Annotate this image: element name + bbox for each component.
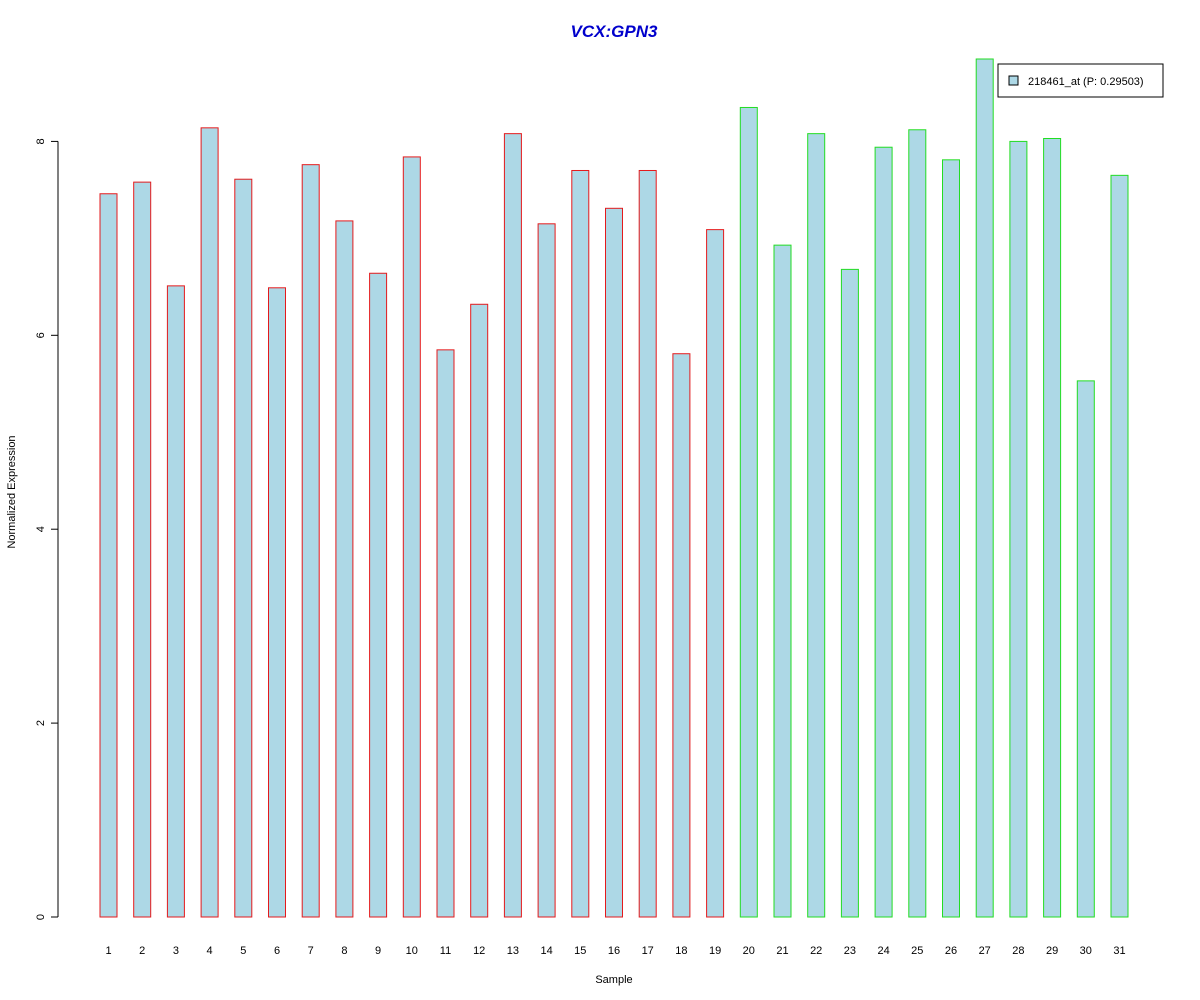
x-tick-label: 29: [1046, 945, 1058, 957]
bar-sample-19: [706, 229, 725, 918]
x-tick-label: 13: [507, 945, 519, 957]
bar-sample-3: [166, 285, 185, 918]
y-tick-label: 6: [35, 332, 47, 338]
y-axis-label: Normalized Expression: [6, 435, 18, 548]
x-tick-label: 21: [776, 945, 788, 957]
x-tick-label: 11: [440, 945, 451, 957]
x-axis-label: Sample: [595, 974, 632, 986]
x-tick-label: 1: [105, 945, 111, 957]
bar-sample-11: [436, 349, 455, 918]
x-tick-label: 2: [139, 945, 145, 957]
x-tick-label: 12: [473, 945, 485, 957]
x-tick-label: 3: [173, 945, 179, 957]
bar-sample-29: [1043, 137, 1062, 918]
x-tick-label: 24: [877, 945, 889, 957]
x-tick-label: 5: [240, 945, 246, 957]
bar-sample-31: [1110, 174, 1129, 918]
bar-sample-18: [672, 353, 691, 918]
bar-sample-7: [301, 164, 320, 918]
bar-sample-14: [537, 223, 556, 918]
bar-sample-21: [773, 244, 792, 918]
x-tick-label: 16: [608, 945, 620, 957]
bar-sample-17: [638, 169, 657, 918]
bar-sample-1: [99, 193, 118, 918]
x-tick-label: 18: [675, 945, 687, 957]
x-tick-label: 31: [1113, 945, 1125, 957]
bar-sample-12: [470, 303, 489, 918]
bar-sample-5: [234, 178, 253, 918]
bar-sample-13: [503, 133, 522, 918]
chart-title: VCX:GPN3: [571, 22, 658, 41]
y-tick-label: 8: [35, 138, 47, 144]
x-tick-label: 27: [979, 945, 991, 957]
legend-label: 218461_at (P: 0.29503): [1028, 76, 1144, 88]
y-tick-label: 4: [35, 526, 47, 532]
x-tick-labels: 1 2 3 4 5 6 7 8 9 10 11 12 13 14 15 16 17 18 19 20 21 22 23 24 2…: [105, 945, 1125, 957]
x-tick-label: 8: [341, 945, 347, 957]
x-tick-label: 4: [207, 945, 213, 957]
y-tick-label: 2: [35, 720, 47, 726]
bar-sample-27: [975, 58, 994, 918]
y-axis: 0 2 4 6 8: [35, 138, 59, 920]
bar-sample-23: [840, 268, 859, 918]
bar-sample-8: [335, 220, 354, 918]
legend-box: [997, 63, 1164, 98]
bar-sample-20: [739, 106, 758, 918]
x-tick-label: 25: [911, 945, 923, 957]
x-tick-label: 28: [1012, 945, 1024, 957]
bar-sample-26: [942, 159, 960, 918]
legend-swatch: [1008, 75, 1019, 86]
x-tick-label: 7: [308, 945, 314, 957]
legend: 218461_at (P: 0.29503): [997, 63, 1164, 98]
bar-sample-15: [571, 169, 590, 918]
bar-sample-24: [874, 146, 893, 918]
bar-sample-9: [369, 272, 388, 918]
x-tick-label: 9: [375, 945, 381, 957]
bar-sample-28: [1009, 140, 1028, 918]
x-tick-label: 26: [945, 945, 957, 957]
x-tick-label: 10: [406, 945, 418, 957]
x-tick-label: 23: [844, 945, 856, 957]
x-tick-label: 17: [642, 945, 654, 957]
bar-sample-6: [268, 287, 286, 918]
bar-sample-2: [133, 181, 152, 918]
x-tick-label: 6: [274, 945, 280, 957]
x-tick-label: 30: [1080, 945, 1092, 957]
bar-sample-4: [200, 127, 219, 918]
x-tick-label: 20: [743, 945, 755, 957]
bar-sample-10: [402, 156, 421, 918]
bar-sample-25: [908, 129, 927, 918]
bar-sample-16: [605, 207, 623, 918]
x-tick-label: 15: [574, 945, 586, 957]
x-tick-label: 14: [540, 945, 552, 957]
x-tick-label: 22: [810, 945, 822, 957]
bar-sample-30: [1076, 380, 1095, 918]
bar-sample-22: [807, 133, 826, 918]
bars-group: [99, 58, 1129, 918]
x-tick-label: 19: [709, 945, 721, 957]
y-tick-label: 0: [35, 914, 47, 920]
